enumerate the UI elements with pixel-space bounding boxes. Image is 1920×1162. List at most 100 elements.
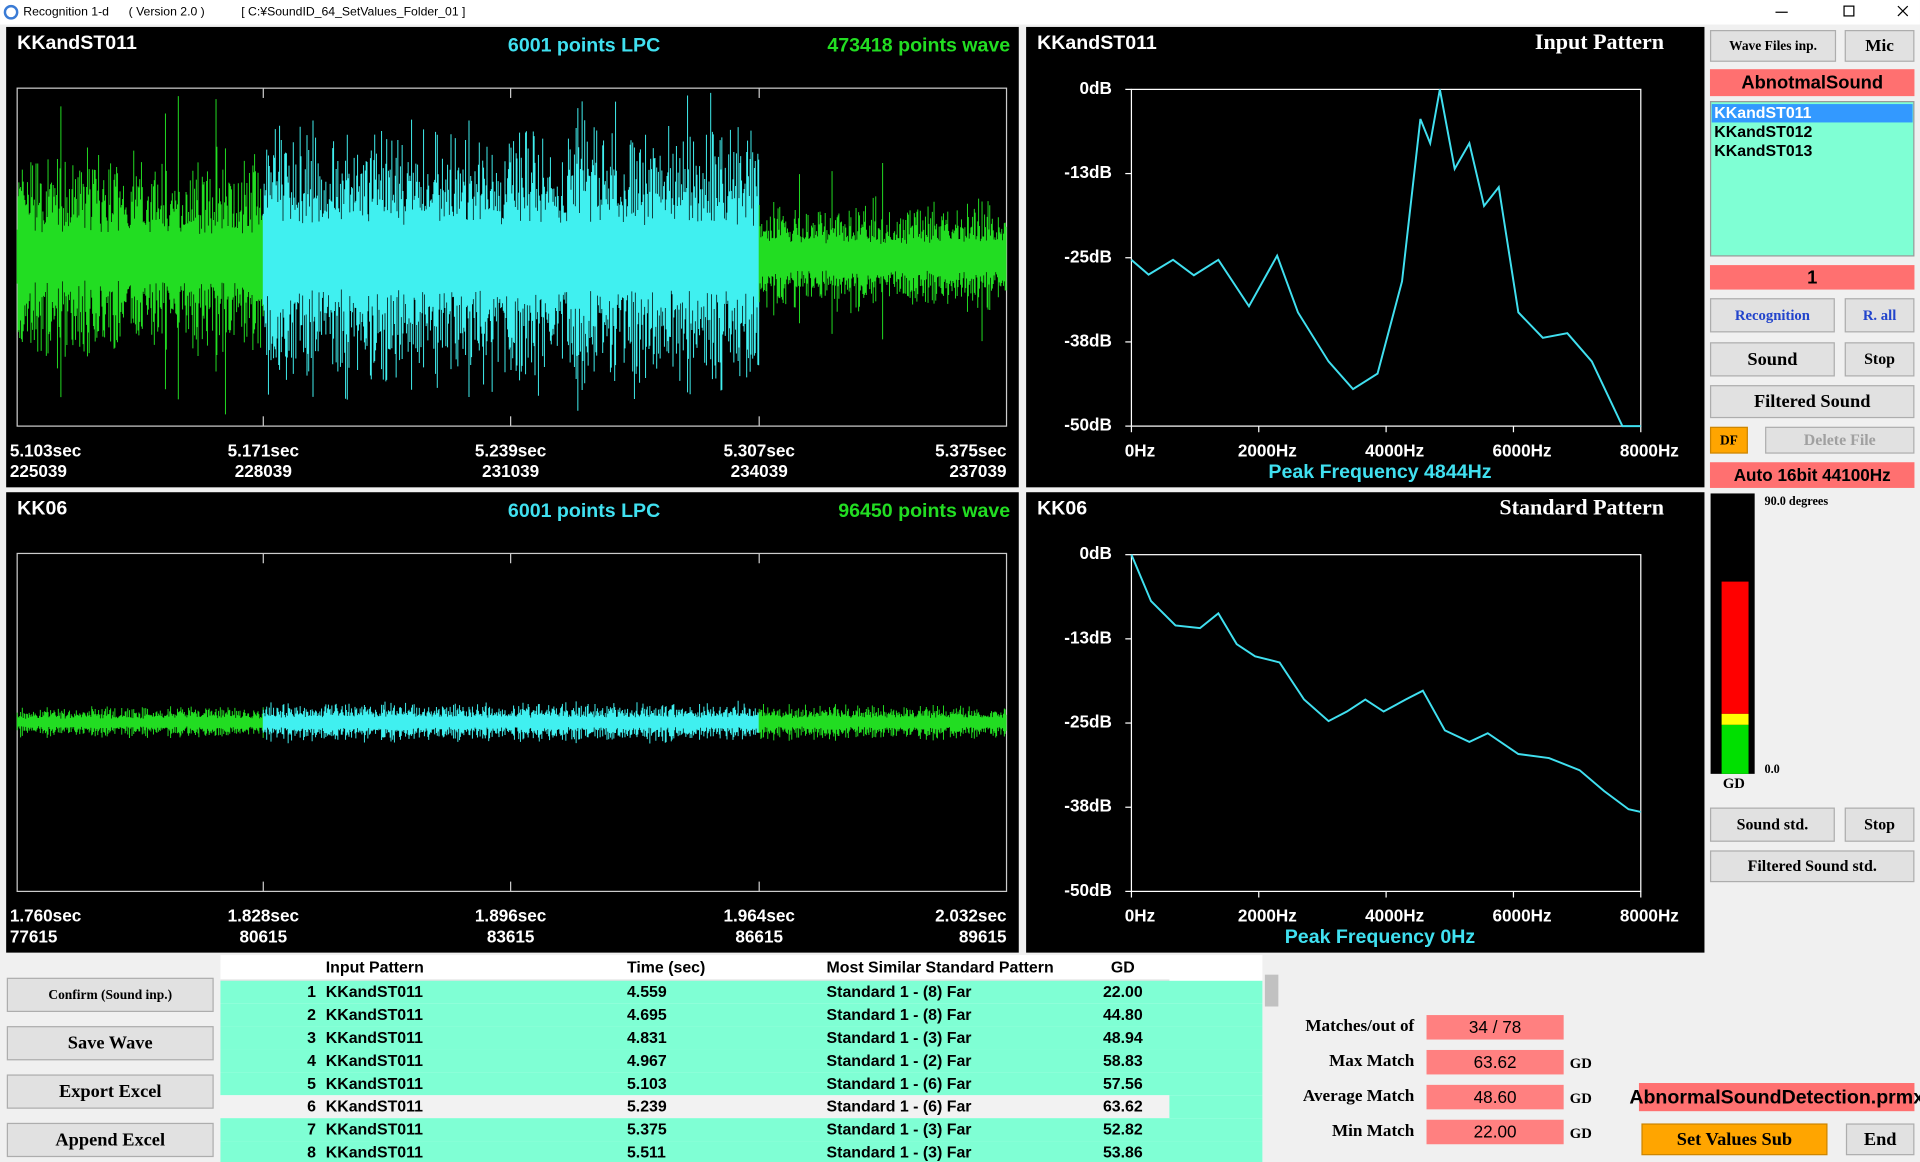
table-cell: 3 (307, 1030, 316, 1047)
table-cell: 8 (307, 1145, 316, 1162)
stat-label: Matches/out of (1305, 1016, 1414, 1035)
button[interactable] (6, 1074, 214, 1109)
table-cell: 63.62 (1103, 1099, 1143, 1116)
time-label: 1.896sec (475, 906, 547, 926)
spectrum-name: KK06 (1037, 498, 1087, 520)
table-cell: 1 (307, 984, 316, 1001)
sample-label: 237039 (949, 461, 1006, 481)
button-label: DF (1720, 433, 1738, 448)
table-cell: Standard 1 - (8) Far (827, 1007, 972, 1024)
spectrum-line (1130, 554, 1642, 813)
wave-name: KKandST011 (17, 32, 137, 54)
button[interactable] (1709, 342, 1835, 377)
button[interactable] (6, 1122, 214, 1158)
status-box-label: Auto 16bit 44100Hz (1734, 465, 1891, 485)
waveform (758, 162, 1007, 342)
sample-label: 83615 (487, 926, 535, 946)
button-label: End (1864, 1129, 1897, 1149)
table-row[interactable] (220, 1118, 1263, 1142)
button[interactable] (1709, 850, 1915, 883)
table-cell: 57.56 (1103, 1076, 1143, 1093)
time-label: 1.964sec (723, 906, 795, 926)
stat-unit: GD (1570, 1091, 1592, 1107)
button[interactable] (1844, 29, 1915, 62)
table-cell: KKandST011 (326, 1122, 423, 1139)
column-header: Most Similar Standard Pattern (827, 960, 1054, 977)
time-label: 5.307sec (723, 440, 795, 460)
button[interactable] (1844, 298, 1915, 333)
table-cell: 4.695 (627, 1007, 667, 1024)
time-label: 1.828sec (228, 906, 300, 926)
settings-file (1638, 1083, 1915, 1112)
button[interactable] (1845, 1123, 1915, 1156)
button[interactable] (1765, 426, 1915, 454)
peak-frequency: Peak Frequency 0Hz (1285, 926, 1476, 948)
y-tick-label: -38dB (1064, 330, 1112, 350)
file-item: KKandST013 (1714, 143, 1812, 160)
x-tick-label: 2000Hz (1238, 906, 1297, 926)
sample-label: 89615 (959, 926, 1007, 946)
maximize[interactable] (1843, 5, 1855, 17)
button[interactable] (1844, 807, 1915, 842)
y-tick-label: -50dB (1064, 415, 1112, 435)
sample-label: 228039 (235, 461, 292, 481)
waveform (16, 706, 264, 738)
spectrum-panel (1026, 492, 1705, 953)
x-tick-label: 8000Hz (1620, 440, 1679, 460)
x-tick-label: 0Hz (1125, 440, 1155, 460)
row-tail (1169, 1095, 1263, 1119)
x-tick-label: 6000Hz (1493, 440, 1552, 460)
time-label: 2.032sec (935, 906, 1007, 926)
table-cell: Standard 1 - (3) Far (827, 1122, 972, 1139)
button[interactable] (1709, 298, 1835, 333)
button-label: Wave Files inp. (1729, 38, 1817, 53)
y-tick-label: -38dB (1064, 796, 1112, 816)
table-cell: Standard 1 - (2) Far (827, 1053, 972, 1070)
button[interactable] (1844, 342, 1915, 377)
sample-label: 80615 (239, 926, 287, 946)
y-tick-label: -13dB (1064, 627, 1112, 647)
table-cell: Standard 1 - (3) Far (827, 1145, 972, 1162)
table-cell: KKandST011 (326, 984, 423, 1001)
spectrum-title: Standard Pattern (1499, 494, 1664, 519)
button[interactable] (6, 1026, 214, 1061)
button[interactable] (1709, 807, 1835, 842)
stat-box (1426, 1015, 1564, 1040)
table-row[interactable] (220, 1049, 1263, 1073)
button[interactable] (1709, 385, 1915, 419)
wave-points: 96450 points wave (838, 500, 1010, 522)
table-row[interactable] (220, 1095, 1170, 1119)
table-cell: 22.00 (1103, 984, 1143, 1001)
button[interactable] (1709, 426, 1748, 454)
table-row[interactable] (220, 980, 1263, 1004)
table-row[interactable] (220, 1141, 1263, 1162)
table-row[interactable] (220, 1003, 1263, 1027)
scrollbar[interactable] (1262, 955, 1281, 1162)
table-cell: 7 (307, 1122, 316, 1139)
stat-box (1426, 1049, 1564, 1075)
table-cell: KKandST011 (326, 1053, 423, 1070)
button-label: Recognition (1735, 308, 1810, 324)
y-tick-label: -25dB (1064, 712, 1112, 732)
button[interactable] (6, 977, 214, 1013)
table-cell: KKandST011 (326, 1007, 423, 1024)
selected-file (1711, 104, 1913, 123)
table-row[interactable] (220, 1072, 1263, 1096)
close[interactable] (1897, 5, 1909, 17)
sample-label: 225039 (10, 461, 67, 481)
waveform (758, 704, 1007, 741)
table-cell: 52.82 (1103, 1122, 1143, 1139)
status-box (1709, 69, 1915, 97)
scroll-thumb[interactable] (1264, 974, 1279, 1007)
meter-bottom: 0.0 (1764, 762, 1779, 776)
peak-frequency: Peak Frequency 4844Hz (1268, 461, 1491, 483)
y-tick-label: -50dB (1064, 880, 1112, 900)
button[interactable] (1709, 29, 1837, 62)
button-label: Sound std. (1737, 817, 1809, 834)
app-icon (3, 4, 19, 20)
button-label: Stop (1864, 351, 1895, 368)
stat-label: Average Match (1303, 1086, 1415, 1105)
button[interactable] (1641, 1123, 1828, 1156)
table-cell: 4 (307, 1053, 316, 1070)
table-row[interactable] (220, 1026, 1263, 1050)
